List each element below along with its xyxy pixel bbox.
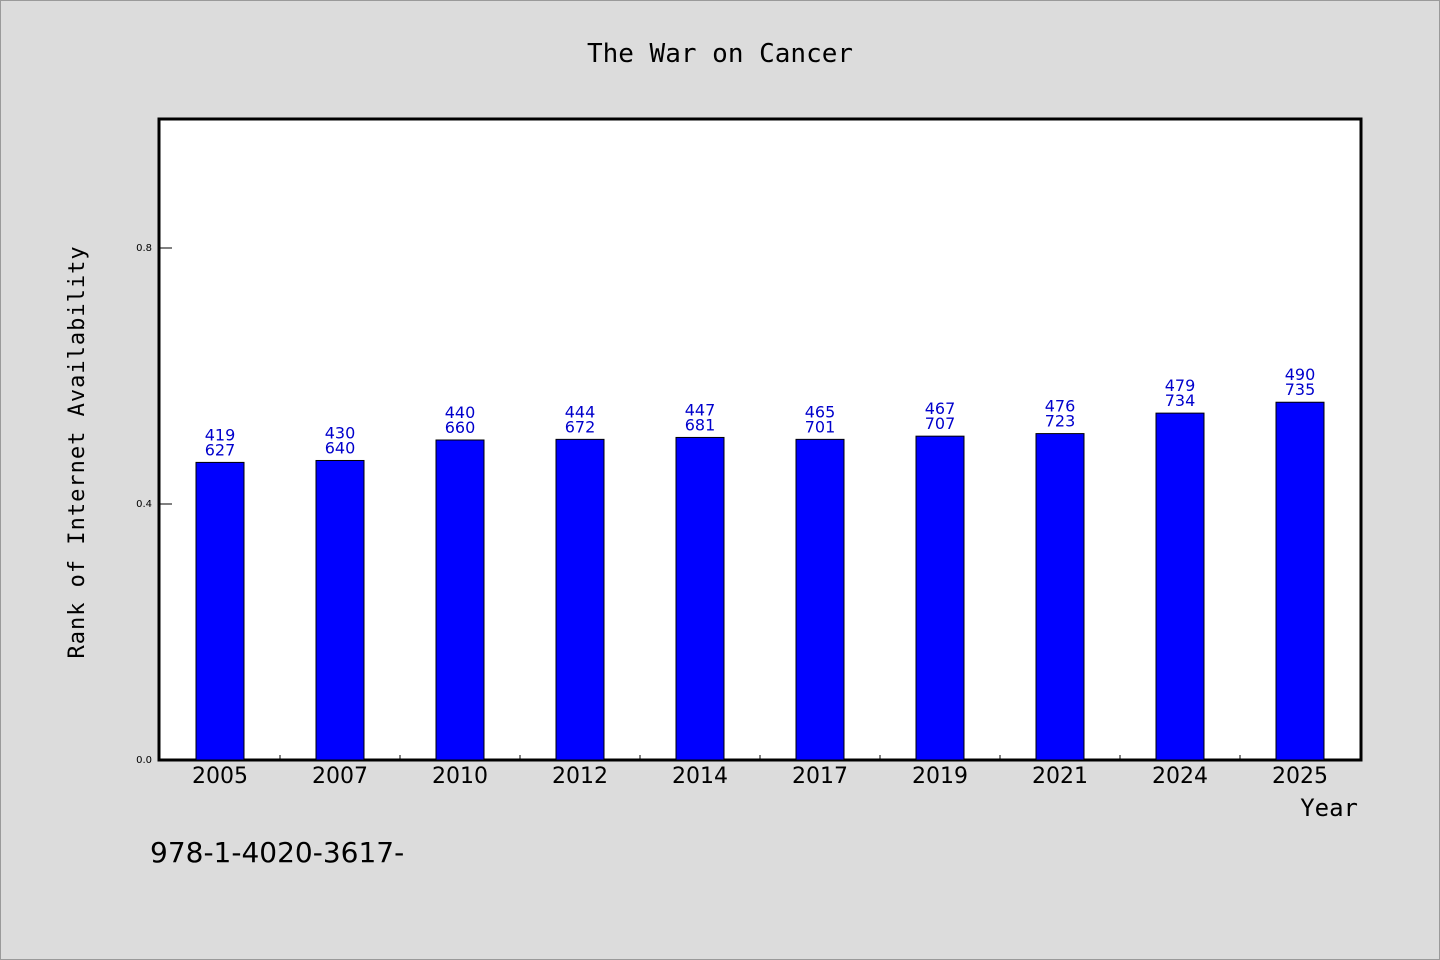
data-label-bottom: 640 xyxy=(325,438,356,457)
x-tick-label: 2024 xyxy=(1152,764,1208,789)
x-axis-label: Year xyxy=(1300,794,1358,822)
y-tick-label: 0.0 xyxy=(136,755,152,766)
data-label-top: 465 xyxy=(805,402,836,421)
x-tick-label: 2017 xyxy=(792,764,848,789)
data-label-bottom: 723 xyxy=(1045,412,1076,431)
bar xyxy=(795,438,845,761)
bar xyxy=(675,436,725,761)
bar xyxy=(555,438,605,761)
bar xyxy=(1275,401,1325,761)
x-tick-label: 2007 xyxy=(312,764,368,789)
data-label-top: 467 xyxy=(925,399,956,418)
data-label-bottom: 681 xyxy=(685,415,716,434)
bar xyxy=(195,461,245,761)
x-axis: 2005 2007 2010 2012 2014 2017 2019 2021 2024 2025 xyxy=(192,755,1328,789)
x-tick-label: 2012 xyxy=(552,764,608,789)
data-label-bottom: 735 xyxy=(1285,380,1316,399)
y-tick-label: 0.4 xyxy=(136,499,152,510)
footer-isbn: 978-1-4020-3617- xyxy=(150,836,404,869)
data-label-top: 430 xyxy=(325,423,356,442)
y-tick-label: 0.8 xyxy=(136,243,152,254)
data-label-top: 479 xyxy=(1165,376,1196,395)
data-label-bottom: 627 xyxy=(205,440,236,459)
bars-group xyxy=(195,401,1325,761)
data-label-bottom: 701 xyxy=(805,417,836,436)
data-label-top: 419 xyxy=(205,425,236,444)
y-axis-label: Rank of Internet Availability xyxy=(65,245,90,658)
bar xyxy=(1035,433,1085,761)
data-labels-group: 4196274306404406604446724476814657014677… xyxy=(205,365,1316,459)
bar xyxy=(915,435,965,761)
x-tick-label: 2005 xyxy=(192,764,248,789)
data-label-top: 444 xyxy=(565,402,596,421)
bar xyxy=(435,439,485,761)
data-label-bottom: 660 xyxy=(445,418,476,437)
data-label-bottom: 707 xyxy=(925,414,956,433)
bar xyxy=(1155,412,1205,761)
bar xyxy=(315,459,365,761)
x-tick-label: 2025 xyxy=(1272,764,1328,789)
data-label-top: 490 xyxy=(1285,365,1316,384)
data-label-bottom: 734 xyxy=(1165,391,1196,410)
data-label-top: 447 xyxy=(685,400,716,419)
x-tick-label: 2010 xyxy=(432,764,488,789)
data-label-top: 476 xyxy=(1045,397,1076,416)
data-label-bottom: 672 xyxy=(565,417,596,436)
x-tick-label: 2019 xyxy=(912,764,968,789)
x-tick-label: 2021 xyxy=(1032,764,1088,789)
y-axis: 0.0 0.4 0.8 xyxy=(136,243,172,766)
chart-title: The War on Cancer xyxy=(587,39,853,69)
x-tick-label: 2014 xyxy=(672,764,728,789)
data-label-top: 440 xyxy=(445,403,476,422)
